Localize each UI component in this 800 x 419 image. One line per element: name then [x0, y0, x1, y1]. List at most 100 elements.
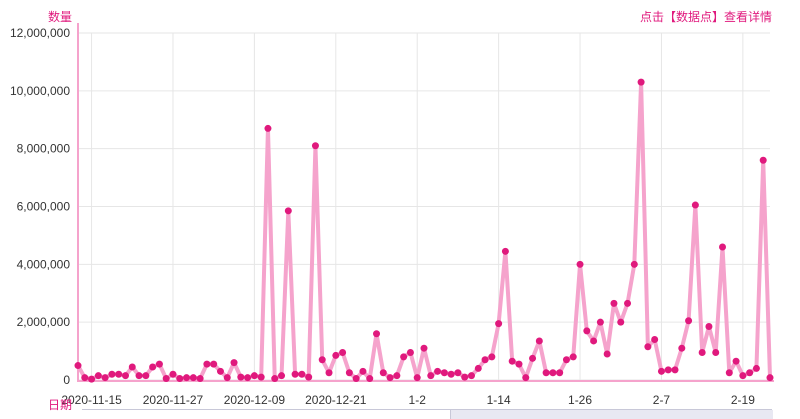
- data-point[interactable]: [752, 364, 760, 372]
- data-point[interactable]: [400, 353, 408, 361]
- data-point[interactable]: [556, 369, 564, 377]
- data-point[interactable]: [393, 372, 401, 380]
- data-point[interactable]: [142, 372, 150, 380]
- data-point[interactable]: [535, 337, 543, 345]
- data-point[interactable]: [481, 356, 489, 364]
- data-point[interactable]: [630, 260, 638, 268]
- data-point[interactable]: [291, 370, 299, 378]
- data-point[interactable]: [332, 351, 340, 359]
- data-point[interactable]: [189, 374, 197, 382]
- data-point[interactable]: [216, 367, 224, 375]
- data-point[interactable]: [366, 375, 374, 383]
- data-point[interactable]: [454, 369, 462, 377]
- data-point[interactable]: [651, 336, 659, 344]
- data-point[interactable]: [203, 360, 211, 368]
- data-point[interactable]: [515, 360, 523, 368]
- data-point[interactable]: [284, 207, 292, 215]
- data-point[interactable]: [101, 374, 109, 382]
- data-point[interactable]: [467, 372, 475, 380]
- data-point[interactable]: [128, 363, 136, 371]
- data-point[interactable]: [373, 330, 381, 338]
- range-slider-handle[interactable]: [450, 410, 773, 419]
- data-point[interactable]: [162, 375, 170, 383]
- data-point[interactable]: [278, 372, 286, 380]
- data-point[interactable]: [637, 78, 645, 86]
- data-point[interactable]: [149, 363, 157, 371]
- data-point[interactable]: [359, 367, 367, 375]
- data-point[interactable]: [196, 375, 204, 383]
- data-point[interactable]: [447, 370, 455, 378]
- data-point[interactable]: [352, 375, 360, 383]
- data-point[interactable]: [725, 369, 733, 377]
- data-point[interactable]: [603, 350, 611, 358]
- data-point[interactable]: [386, 374, 394, 382]
- data-point[interactable]: [210, 360, 218, 368]
- data-point[interactable]: [583, 327, 591, 335]
- data-point[interactable]: [664, 366, 672, 374]
- data-point[interactable]: [155, 360, 163, 368]
- data-point[interactable]: [529, 354, 537, 362]
- data-point[interactable]: [501, 247, 509, 255]
- data-point[interactable]: [746, 369, 754, 377]
- data-point[interactable]: [121, 372, 129, 380]
- data-point[interactable]: [237, 373, 245, 381]
- data-point[interactable]: [74, 362, 82, 370]
- data-point[interactable]: [596, 318, 604, 326]
- data-point[interactable]: [406, 349, 414, 357]
- data-point[interactable]: [685, 317, 693, 325]
- data-point[interactable]: [250, 372, 258, 380]
- data-point[interactable]: [108, 370, 116, 378]
- data-point[interactable]: [671, 366, 679, 374]
- data-point[interactable]: [590, 337, 598, 345]
- data-point[interactable]: [488, 353, 496, 361]
- data-point[interactable]: [617, 318, 625, 326]
- data-point[interactable]: [739, 372, 747, 380]
- data-point[interactable]: [474, 364, 482, 372]
- data-point[interactable]: [522, 374, 530, 382]
- data-point[interactable]: [264, 124, 272, 132]
- data-point[interactable]: [305, 373, 313, 381]
- data-point[interactable]: [183, 374, 191, 382]
- data-point[interactable]: [298, 370, 306, 378]
- data-point[interactable]: [542, 369, 550, 377]
- data-point[interactable]: [495, 320, 503, 328]
- data-point[interactable]: [135, 372, 143, 380]
- data-point[interactable]: [230, 359, 238, 367]
- data-point[interactable]: [759, 156, 767, 164]
- data-point[interactable]: [88, 375, 96, 383]
- data-point[interactable]: [413, 374, 421, 382]
- data-point[interactable]: [657, 367, 665, 375]
- data-point[interactable]: [766, 374, 774, 382]
- range-slider[interactable]: [82, 409, 773, 419]
- data-point[interactable]: [176, 375, 184, 383]
- data-point[interactable]: [562, 356, 570, 364]
- data-point[interactable]: [461, 373, 469, 381]
- data-point[interactable]: [691, 201, 699, 209]
- data-point[interactable]: [732, 357, 740, 365]
- data-point[interactable]: [434, 367, 442, 375]
- data-point[interactable]: [440, 369, 448, 377]
- data-point[interactable]: [94, 372, 102, 380]
- data-point[interactable]: [624, 299, 632, 307]
- data-point[interactable]: [420, 344, 428, 352]
- data-point[interactable]: [169, 370, 177, 378]
- data-point[interactable]: [644, 343, 652, 351]
- data-point[interactable]: [576, 260, 584, 268]
- data-point[interactable]: [712, 349, 720, 357]
- data-point[interactable]: [719, 243, 727, 251]
- data-point[interactable]: [223, 374, 231, 382]
- data-point[interactable]: [549, 369, 557, 377]
- data-point[interactable]: [325, 369, 333, 377]
- data-point[interactable]: [339, 349, 347, 357]
- data-point[interactable]: [244, 374, 252, 382]
- data-point[interactable]: [508, 357, 516, 365]
- data-point[interactable]: [115, 370, 123, 378]
- data-point[interactable]: [81, 374, 89, 382]
- data-point[interactable]: [345, 369, 353, 377]
- data-point[interactable]: [379, 369, 387, 377]
- data-point[interactable]: [678, 344, 686, 352]
- data-point[interactable]: [569, 353, 577, 361]
- data-point[interactable]: [311, 142, 319, 150]
- data-point[interactable]: [271, 375, 279, 383]
- data-point[interactable]: [705, 323, 713, 331]
